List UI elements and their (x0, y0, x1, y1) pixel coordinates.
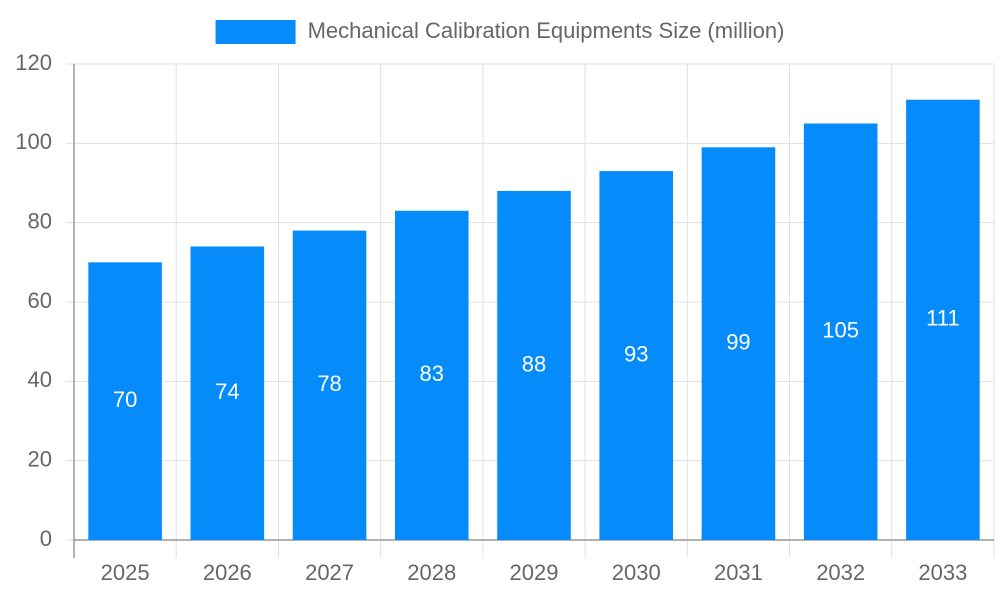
x-tick-label: 2033 (918, 560, 967, 585)
value-label: 93 (624, 341, 648, 366)
value-label: 83 (420, 361, 444, 386)
x-tick-label: 2028 (407, 560, 456, 585)
y-tick-label: 80 (28, 208, 52, 233)
y-tick-label: 40 (28, 367, 52, 392)
y-tick-label: 20 (28, 446, 52, 471)
x-tick-label: 2026 (203, 560, 252, 585)
value-label: 74 (215, 379, 239, 404)
y-tick-label: 0 (40, 526, 52, 551)
bar (599, 171, 674, 540)
bar (190, 246, 265, 540)
bar (394, 210, 469, 540)
bar (906, 99, 980, 540)
x-tick-label: 2027 (305, 560, 354, 585)
bar (292, 230, 367, 540)
bar (701, 147, 776, 541)
value-label: 111 (926, 306, 959, 331)
legend-swatch (215, 20, 296, 44)
y-tick-label: 120 (15, 50, 52, 75)
value-label: 105 (822, 318, 859, 343)
x-tick-label: 2030 (612, 560, 661, 585)
x-tick-label: 2031 (714, 560, 763, 585)
value-label: 78 (317, 371, 341, 396)
x-tick-label: 2025 (101, 560, 150, 585)
bar (803, 123, 878, 540)
legend: Mechanical Calibration Equipments Size (… (215, 18, 785, 44)
value-label: 70 (113, 387, 137, 412)
value-label: 99 (726, 329, 750, 354)
legend-label: Mechanical Calibration Equipments Size (… (308, 18, 785, 43)
x-tick-label: 2032 (816, 560, 865, 585)
y-tick-label: 60 (28, 288, 52, 313)
y-tick-label: 100 (15, 129, 52, 154)
bar (497, 190, 571, 540)
bar (88, 262, 162, 540)
value-label: 88 (522, 351, 546, 376)
x-tick-label: 2029 (510, 560, 559, 585)
